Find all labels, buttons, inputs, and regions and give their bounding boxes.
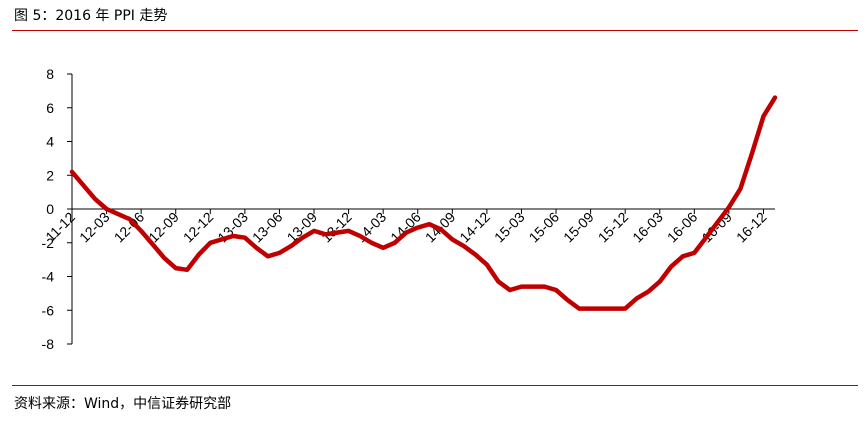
y-tick-label: -8 <box>42 336 55 352</box>
y-tick-label: 2 <box>46 167 54 183</box>
x-tick-label: 15-09 <box>560 209 597 246</box>
x-tick-label: 14-12 <box>456 209 493 246</box>
x-tick-label: 15-03 <box>491 209 528 246</box>
x-tick-label: 12-12 <box>180 209 217 246</box>
x-tick-label: 16-06 <box>664 209 701 246</box>
top-rule <box>12 30 858 31</box>
x-tick-label: 15-12 <box>595 209 632 246</box>
y-tick-label: -6 <box>42 302 55 318</box>
x-axis: 11-1212-0312-0612-0912-1213-0313-0613-09… <box>42 208 775 246</box>
figure-title: 图 5：2016 年 PPI 走势 <box>14 8 168 24</box>
y-tick-label: 8 <box>46 66 54 82</box>
source-note: 资料来源：Wind，中信证券研究部 <box>14 396 232 412</box>
ppi-series-line <box>69 95 778 311</box>
x-tick-label: 13-12 <box>318 209 355 246</box>
y-tick-label: 4 <box>46 134 54 150</box>
x-tick-label: 13-06 <box>249 209 286 246</box>
y-axis: -8 -6 -4 -2 0 2 4 6 8 <box>42 66 73 352</box>
y-tick-label: -2 <box>42 235 55 251</box>
x-tick-label: 16-03 <box>629 209 666 246</box>
y-tick-label: -4 <box>42 269 55 285</box>
bottom-rule <box>12 385 858 386</box>
x-tick-label: 16-12 <box>733 209 770 246</box>
x-tick-label: 12-03 <box>76 209 113 246</box>
y-tick-label: 0 <box>46 201 54 217</box>
y-tick-label: 6 <box>46 100 54 116</box>
x-tick-label: 15-06 <box>526 209 563 246</box>
series-group <box>69 95 778 311</box>
